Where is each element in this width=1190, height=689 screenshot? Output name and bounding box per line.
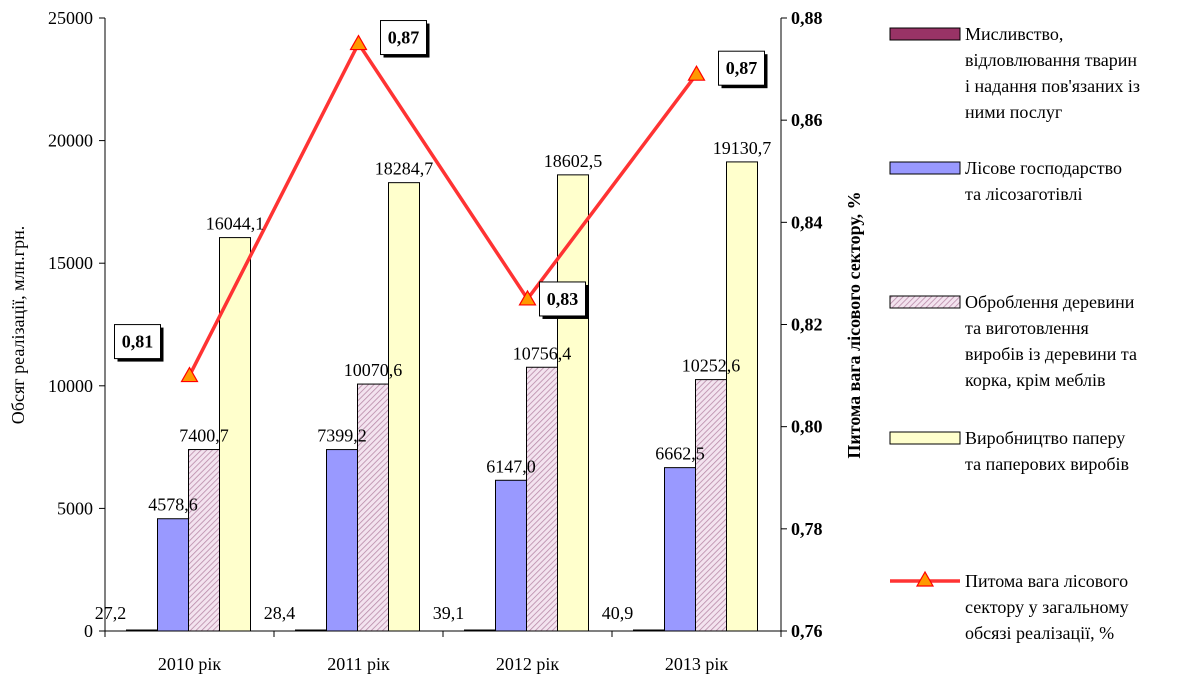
legend-label: Лісове господарство bbox=[965, 158, 1122, 178]
line-marker bbox=[349, 34, 368, 51]
legend-label: Мисливство, bbox=[965, 24, 1063, 44]
bar-2-3 bbox=[695, 379, 727, 632]
ratio-box bbox=[380, 20, 427, 56]
y-tick-label: 15000 bbox=[48, 253, 93, 273]
bar-label-3-0: 16044,1 bbox=[206, 214, 265, 234]
ratio-box bbox=[539, 281, 586, 317]
legend-label: та лісозаготівлі bbox=[965, 184, 1082, 204]
y-axis-title: Обсяг реалізації, млн.грн. bbox=[8, 226, 28, 424]
ratio-label: 0,87 bbox=[726, 58, 758, 78]
bar-label-1-0: 4578,6 bbox=[148, 495, 198, 515]
ratio-box bbox=[114, 324, 161, 360]
legend-label: корка, крім меблів bbox=[965, 370, 1106, 390]
legend-label: відловлювання тварин bbox=[965, 50, 1137, 70]
ratio-label: 0,81 bbox=[122, 332, 154, 352]
bar-label-2-0: 7400,7 bbox=[179, 426, 229, 446]
legend-label: Питома вага лісового bbox=[965, 571, 1128, 591]
x-tick-label: 2010 рік bbox=[158, 654, 222, 674]
y-tick-label: 10000 bbox=[48, 376, 93, 396]
legend-label: ними послуг bbox=[965, 102, 1062, 122]
y2-tick-label: 0,80 bbox=[791, 417, 823, 437]
y-tick-label: 25000 bbox=[48, 8, 93, 28]
y2-tick-label: 0,76 bbox=[791, 621, 823, 641]
bar-2-1 bbox=[357, 383, 389, 632]
legend-swatch bbox=[889, 431, 961, 445]
bar-label-3-2: 18602,5 bbox=[544, 151, 603, 171]
y2-tick-label: 0,86 bbox=[791, 110, 823, 130]
legend-label: виробів із деревини та bbox=[965, 344, 1137, 364]
bar-3-3 bbox=[726, 161, 758, 632]
y-tick-label: 5000 bbox=[57, 498, 93, 518]
y-tick-label: 0 bbox=[84, 621, 93, 641]
legend: Мисливство, відловлювання тварин і надання… bbox=[889, 24, 1140, 643]
bar-1-0 bbox=[157, 518, 189, 632]
bar-label-1-2: 6147,0 bbox=[486, 456, 536, 476]
bar-3-1 bbox=[388, 182, 420, 632]
legend-swatch bbox=[889, 161, 961, 175]
y2-axis-title: Питома вага лісового сектору, % bbox=[844, 191, 864, 458]
legend-label: Виробництво паперу bbox=[965, 428, 1125, 448]
legend-label: обсязі реалізації, % bbox=[965, 623, 1114, 643]
legend-label: і надання пов'язаних із bbox=[965, 76, 1140, 96]
ratio-box bbox=[718, 50, 765, 86]
bar-label-3-3: 19130,7 bbox=[713, 138, 772, 158]
line-series bbox=[187, 40, 698, 377]
x-tick-label: 2011 рік bbox=[327, 654, 390, 674]
bar-label-0-0: 27,2 bbox=[95, 603, 127, 623]
legend-swatch bbox=[889, 295, 961, 309]
bar-2-0 bbox=[188, 449, 220, 632]
plot-area bbox=[126, 34, 758, 632]
y2-tick-label: 0,84 bbox=[791, 212, 823, 232]
legend-label: Оброблення деревини bbox=[965, 292, 1135, 312]
legend-label: сектору у загальному bbox=[965, 597, 1129, 617]
bar-label-2-2: 10756,4 bbox=[513, 343, 572, 363]
bar-1-2 bbox=[495, 479, 527, 632]
y2-tick-label: 0,82 bbox=[791, 315, 823, 335]
legend-label: та паперових виробів bbox=[965, 454, 1129, 474]
bar-label-1-1: 7399,2 bbox=[317, 426, 367, 446]
y2-tick-label: 0,88 bbox=[791, 8, 823, 28]
y-tick-label: 20000 bbox=[48, 131, 93, 151]
axes: 2010 рік 2011 рік 2012 рік 2013 рік 0 5000 100… bbox=[48, 8, 823, 674]
legend-swatch bbox=[889, 27, 961, 41]
legend-label: та виготовлення bbox=[965, 318, 1089, 338]
bar-1-1 bbox=[326, 449, 358, 632]
bar-label-0-2: 39,1 bbox=[433, 603, 465, 623]
line-marker bbox=[518, 289, 537, 306]
bar-label-0-1: 28,4 bbox=[264, 603, 296, 623]
bar-label-1-3: 6662,5 bbox=[655, 444, 705, 464]
x-tick-label: 2012 рік bbox=[496, 654, 560, 674]
data-labels: 27,2 4578,6 7400,7 16044,1 28,4 7399,2 10070,6… bbox=[95, 20, 772, 623]
ratio-label: 0,87 bbox=[388, 28, 420, 48]
ratio-label: 0,83 bbox=[547, 289, 579, 309]
bar-2-2 bbox=[526, 366, 558, 632]
x-tick-label: 2013 рік bbox=[665, 654, 729, 674]
bar-label-2-3: 10252,6 bbox=[682, 356, 741, 376]
line-marker bbox=[687, 64, 706, 81]
bar-3-2 bbox=[557, 174, 589, 632]
y2-tick-label: 0,78 bbox=[791, 519, 823, 539]
bar-1-3 bbox=[664, 467, 696, 632]
bar-label-3-1: 18284,7 bbox=[375, 159, 434, 179]
legend-marker-swatch bbox=[915, 570, 935, 587]
bar-label-0-3: 40,9 bbox=[602, 603, 634, 623]
line-marker bbox=[180, 366, 199, 383]
bar-label-2-1: 10070,6 bbox=[344, 360, 403, 380]
